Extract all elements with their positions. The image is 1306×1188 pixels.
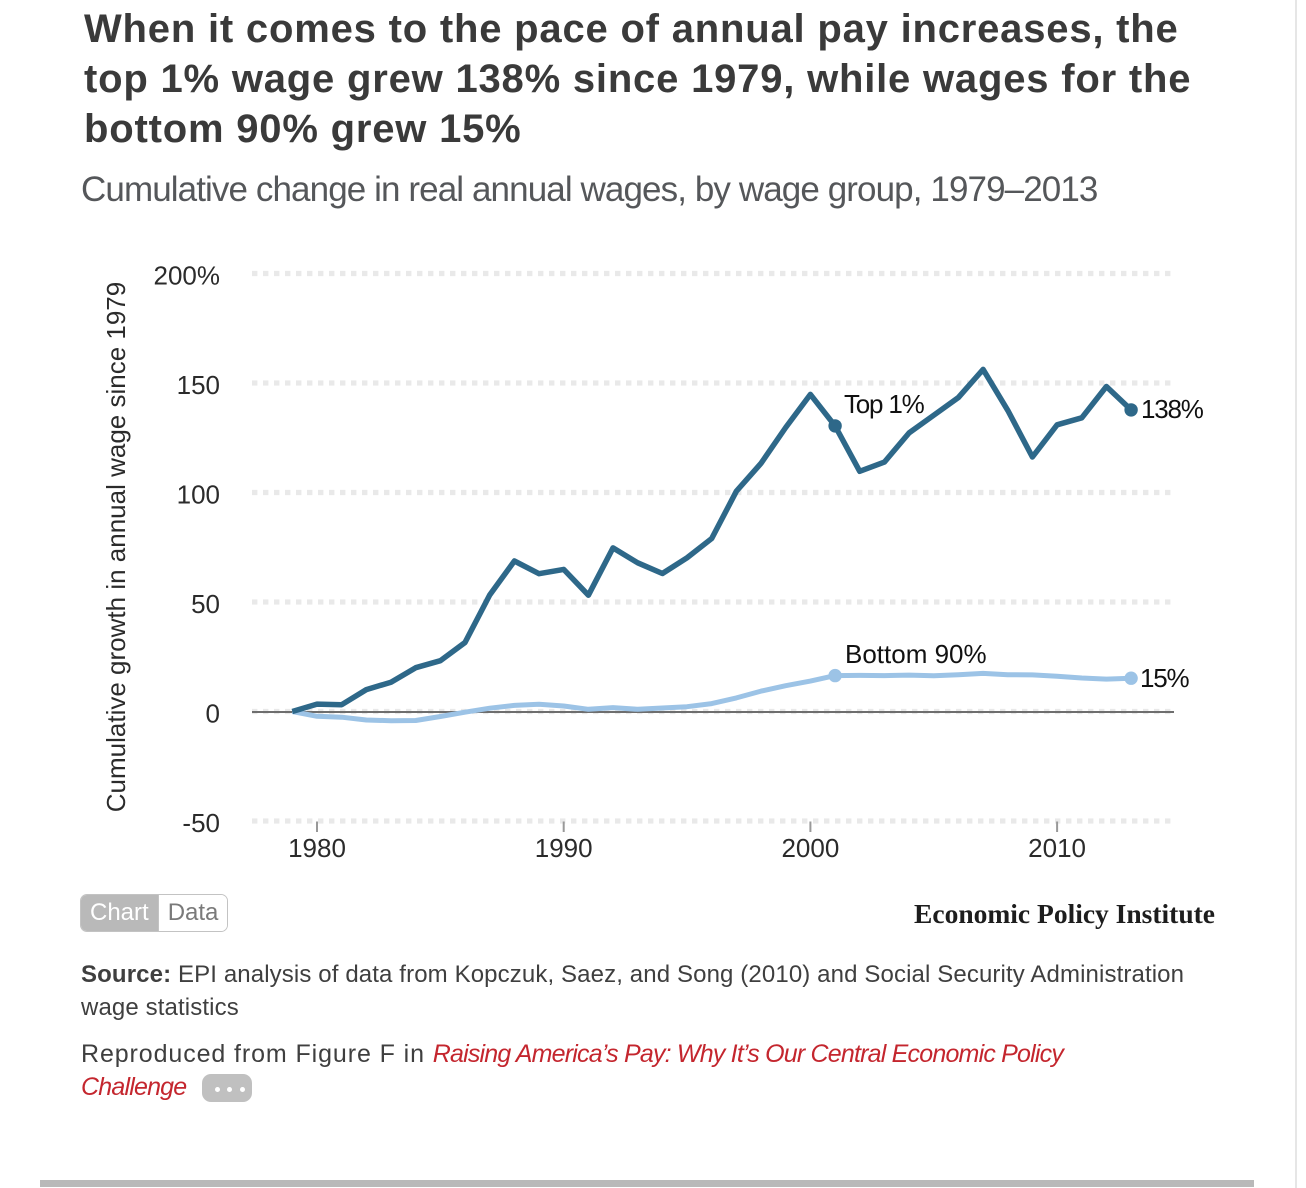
svg-text:100: 100 [177, 480, 220, 510]
svg-text:-50: -50 [182, 808, 220, 838]
svg-text:2010: 2010 [1028, 833, 1086, 863]
svg-text:Top 1%: Top 1% [844, 389, 925, 419]
svg-text:1990: 1990 [535, 833, 593, 863]
svg-text:Cumulative growth in annual wa: Cumulative growth in annual wage since 1… [101, 282, 131, 812]
svg-text:138%: 138% [1141, 394, 1204, 424]
svg-text:0: 0 [206, 699, 220, 729]
svg-text:50: 50 [191, 589, 220, 619]
svg-text:1980: 1980 [288, 833, 346, 863]
svg-text:150: 150 [177, 370, 220, 400]
svg-text:2000: 2000 [781, 833, 839, 863]
svg-text:15%: 15% [1140, 663, 1190, 693]
svg-text:200%: 200% [154, 261, 221, 291]
svg-text:Bottom 90%: Bottom 90% [845, 639, 987, 669]
